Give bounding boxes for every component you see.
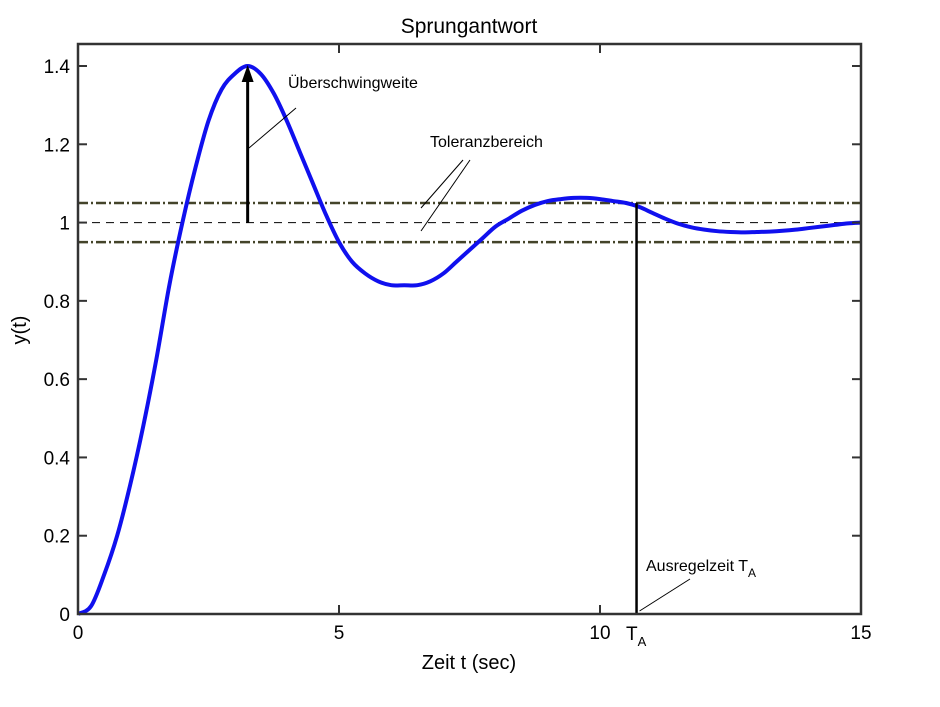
reference-lines xyxy=(78,201,861,244)
tolerance-label: Toleranzbereich xyxy=(430,134,543,151)
chart-title: Sprungantwort xyxy=(401,15,538,38)
settling-time-label-main: Ausregelzeit T xyxy=(646,558,748,575)
settling-time-leader-line xyxy=(639,578,691,612)
y-tick-label-0.2: 0.2 xyxy=(44,527,70,548)
y-tick-label-0.4: 0.4 xyxy=(44,448,71,469)
settling-time-tick-label: TA xyxy=(626,624,647,649)
y-tick-label-1: 1 xyxy=(59,214,70,235)
settling-time-label: Ausregelzeit TA xyxy=(646,558,756,580)
x-tick-label-10: 10 xyxy=(589,623,610,644)
x-tick-label-5: 5 xyxy=(334,623,345,644)
y-tick-label-0.6: 0.6 xyxy=(44,370,70,391)
y-tick-label-0.8: 0.8 xyxy=(44,292,70,313)
overshoot-arrow-head xyxy=(241,65,254,82)
axis-ticks: 0 5 10 15 0 0.2 0.4 0.6 0.8 1 1.2 1.4 xyxy=(44,44,872,644)
settling-time-tick-main: T xyxy=(626,624,638,645)
y-axis-label: y(t) xyxy=(9,316,31,345)
y-tick-label-1.4: 1.4 xyxy=(44,57,71,78)
y-tick-label-1.2: 1.2 xyxy=(44,135,70,156)
overshoot-label: Überschwingweite xyxy=(288,74,418,92)
settling-time-label-sub: A xyxy=(748,566,756,580)
chart-marks xyxy=(76,64,862,616)
x-tick-label-0: 0 xyxy=(73,623,84,644)
step-response-curve xyxy=(76,64,862,616)
tolerance-leader-line-lower xyxy=(420,159,471,232)
settling-time-tick-sub: A xyxy=(638,634,647,649)
x-tick-label-15: 15 xyxy=(850,623,871,644)
y-tick-label-0: 0 xyxy=(59,605,70,626)
overshoot-leader-line xyxy=(248,107,297,149)
x-axis-label: Zeit t (sec) xyxy=(422,652,516,674)
tolerance-leader-line-upper xyxy=(420,159,464,209)
plot-frame xyxy=(76,42,863,616)
